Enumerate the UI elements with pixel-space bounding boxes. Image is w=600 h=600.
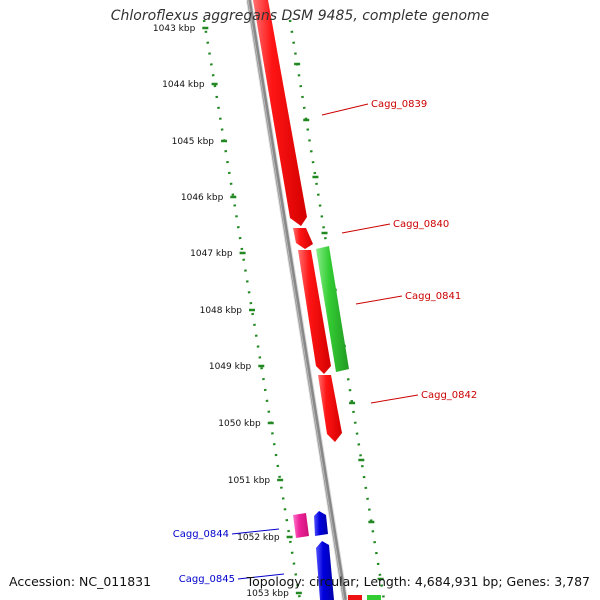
kbp-tick-label: 1043 kbp [153, 24, 196, 34]
gene-label[interactable]: Cagg_0841 [405, 291, 461, 302]
kbp-tick-label: 1052 kbp [237, 533, 280, 543]
kbp-tick-label: 1051 kbp [228, 476, 271, 486]
genome-backbone [246, 0, 348, 600]
gene-cagg-0844[interactable] [293, 513, 309, 538]
gene-label[interactable]: Cagg_0844 [173, 529, 229, 540]
kbp-tick-label: 1050 kbp [218, 419, 261, 429]
kbp-tick-label: 1053 kbp [246, 589, 289, 599]
gene-label-leader-line [231, 528, 280, 535]
kbp-tick-label: 1049 kbp [209, 362, 252, 372]
kbp-tick-label: 1047 kbp [190, 249, 233, 259]
gene-features [253, 0, 381, 600]
gene-label-leader-line [237, 573, 285, 580]
gene-red-middle[interactable] [298, 250, 331, 374]
gene-bottom-green[interactable] [367, 595, 381, 600]
kbp-tick-label: 1046 kbp [181, 193, 224, 203]
gene-label[interactable]: Cagg_0842 [421, 390, 477, 401]
gene-blue-arrow[interactable] [314, 511, 328, 536]
accession-text: Accession: NC_011831 [9, 574, 152, 589]
kbp-tick-label: 1044 kbp [162, 80, 205, 90]
genome-title: Chloroflexus aggregans DSM 9485, complet… [110, 8, 490, 24]
gene-cagg-0845[interactable] [316, 541, 334, 600]
gene-label-leader-line [321, 103, 369, 116]
genome-stats-text: Topology: circular; Length: 4,684,931 bp… [246, 574, 590, 589]
gene-label[interactable]: Cagg_0845 [179, 574, 235, 585]
gene-label[interactable]: Cagg_0839 [371, 99, 427, 110]
gene-label-leader-line [370, 394, 419, 404]
kbp-tick-label: 1048 kbp [200, 306, 243, 316]
gene-cagg-0841[interactable] [316, 246, 349, 372]
gene-cagg-0842[interactable] [318, 375, 342, 442]
kbp-tick-labels: 1043 kbp 1044 kbp 1045 kbp 1046 kbp 1047 kbp… [153, 24, 289, 599]
gene-cagg-0839[interactable] [253, 0, 307, 226]
gene-labels: Cagg_0839 Cagg_0840 Cagg_0841 Cagg_0842 Cagg… [173, 99, 478, 585]
gene-bottom-red[interactable] [348, 595, 362, 600]
gene-label[interactable]: Cagg_0840 [393, 219, 449, 230]
gene-label-leader-line [341, 223, 391, 234]
gene-label-leader-line [355, 295, 403, 305]
gene-cagg-0840[interactable] [293, 228, 313, 249]
kbp-tick-label: 1045 kbp [172, 137, 215, 147]
